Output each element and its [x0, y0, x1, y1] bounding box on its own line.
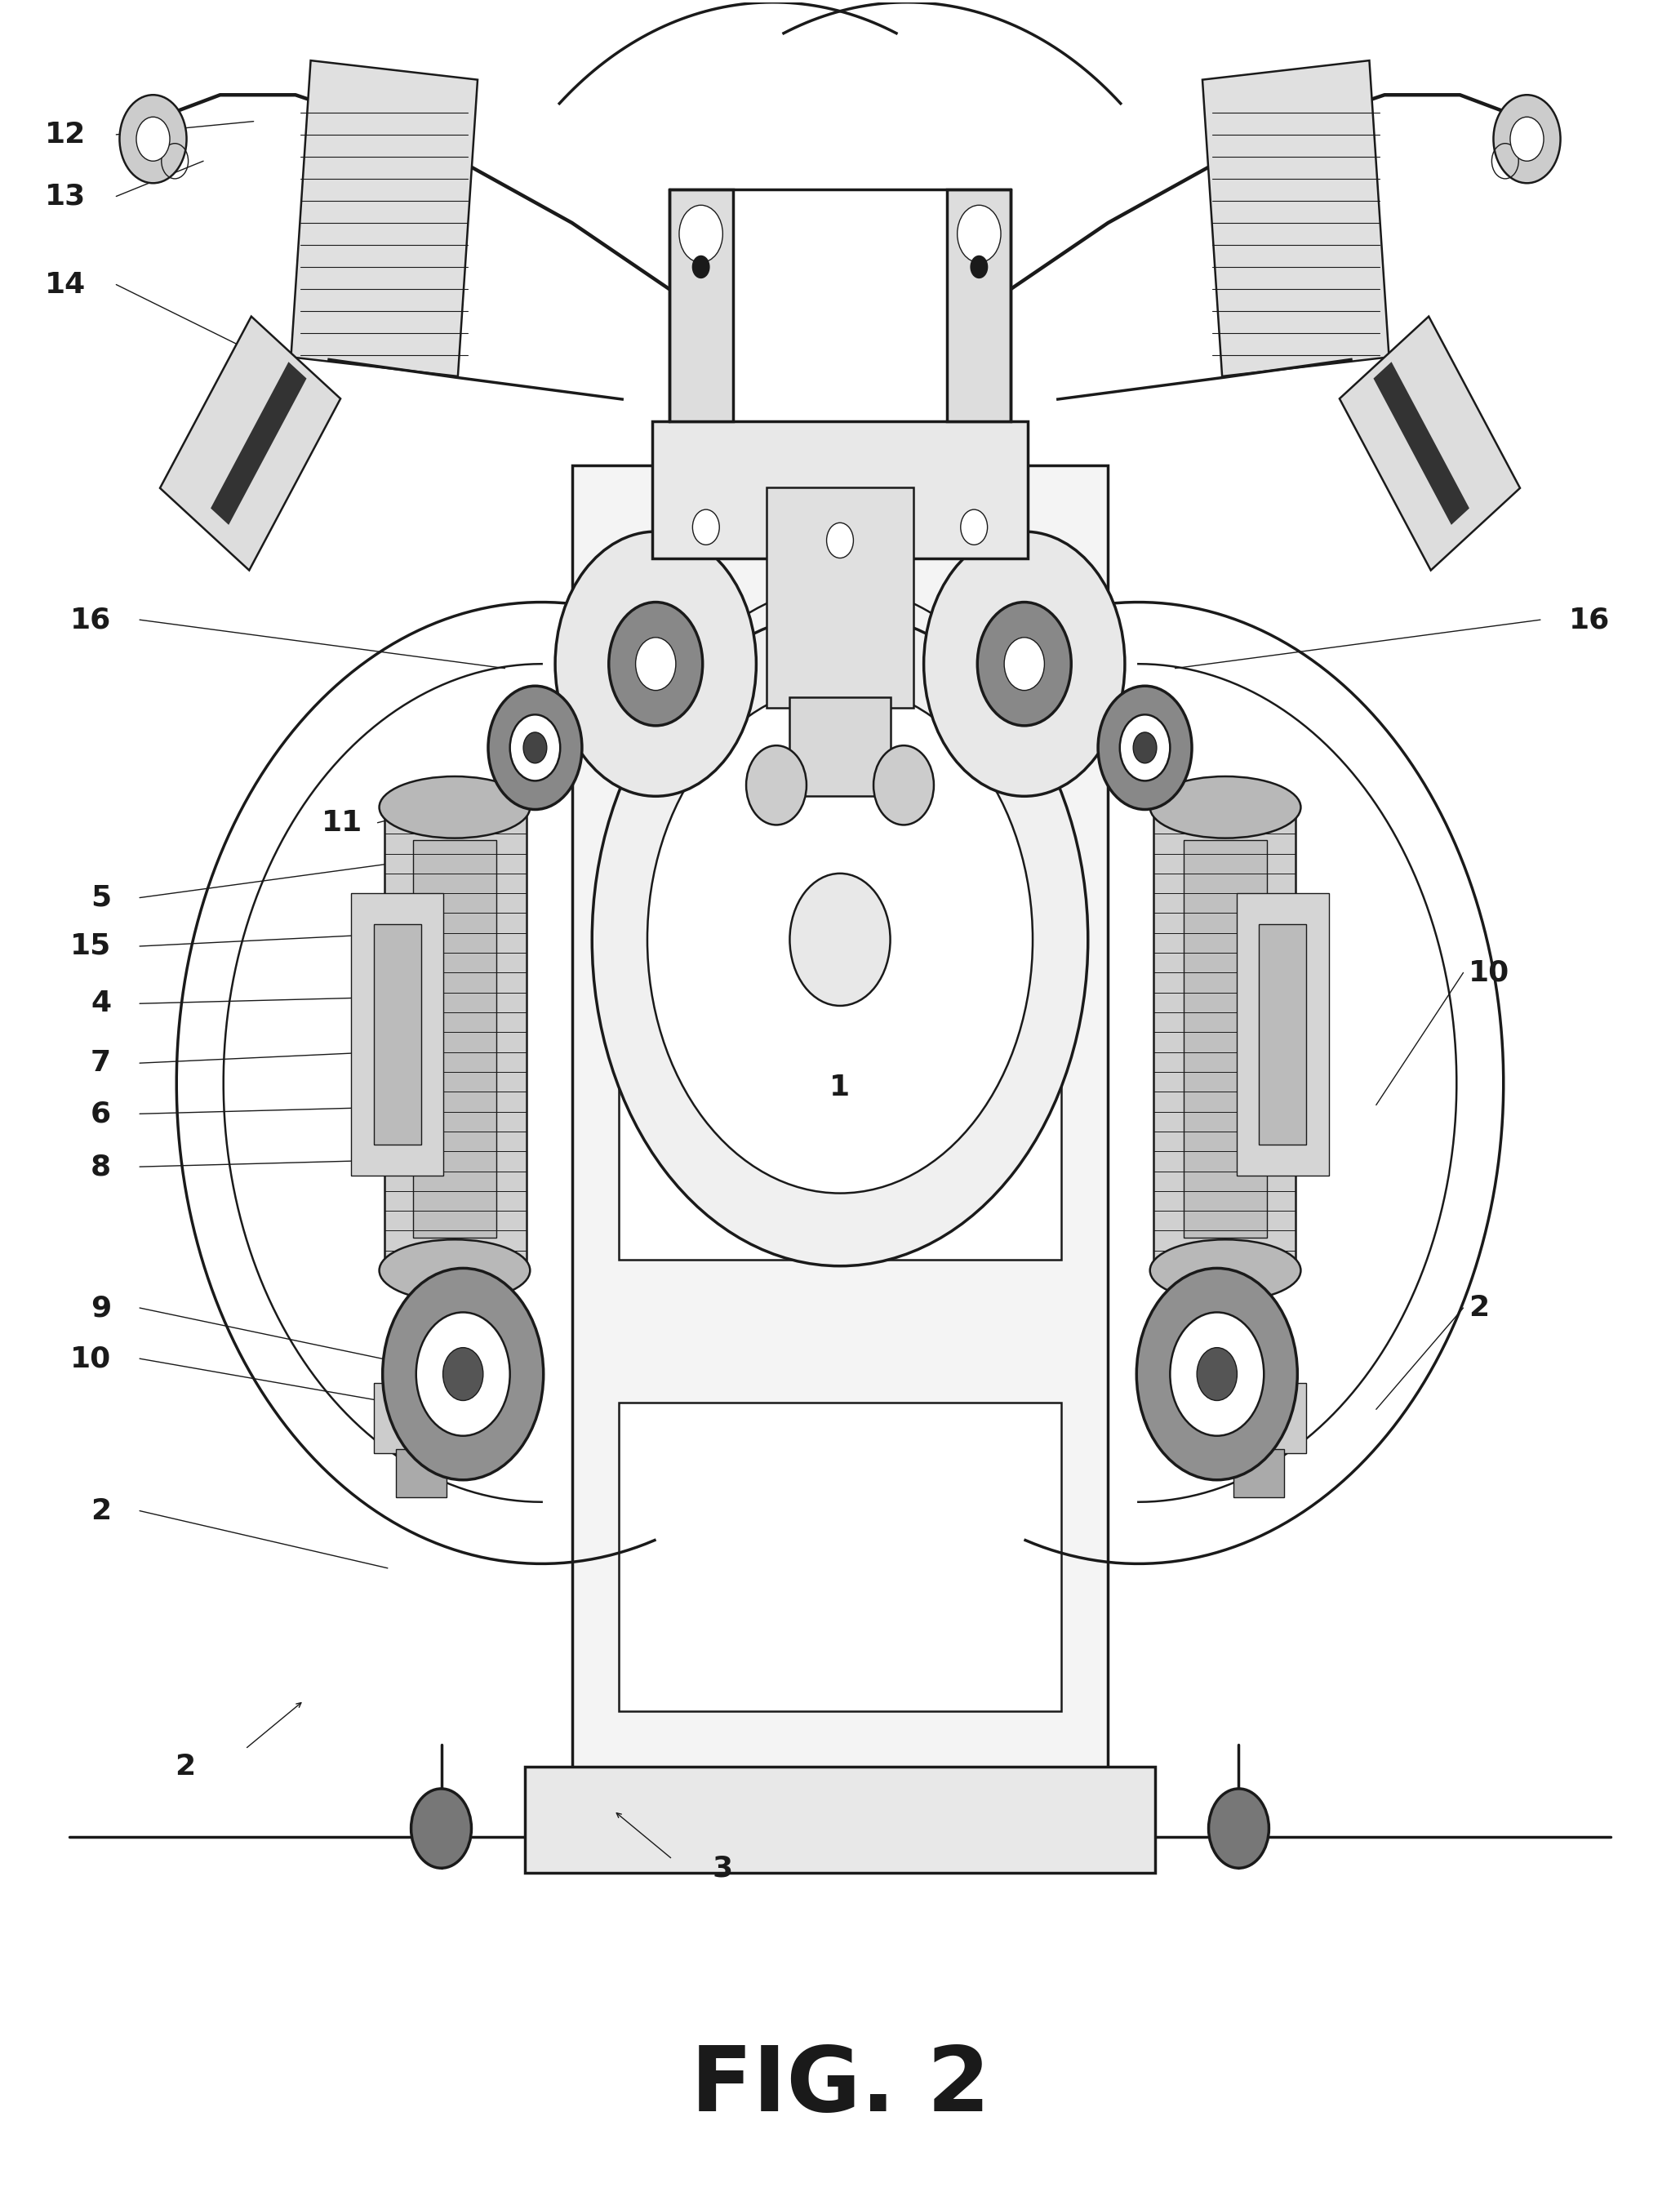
Text: 10: 10 — [71, 1344, 111, 1372]
Ellipse shape — [1151, 1240, 1300, 1302]
Bar — [790, 696, 890, 796]
Text: 2: 2 — [91, 1496, 111, 1525]
Circle shape — [136, 117, 170, 161]
Bar — [375, 924, 422, 1145]
Bar — [1183, 840, 1267, 1238]
Bar — [618, 1403, 1062, 1711]
Circle shape — [1005, 636, 1045, 690]
Text: 13: 13 — [1208, 840, 1250, 869]
Text: 15: 15 — [71, 933, 111, 959]
Circle shape — [971, 256, 988, 278]
Text: 13: 13 — [45, 183, 86, 210]
Polygon shape — [160, 316, 341, 570]
Circle shape — [1196, 1348, 1236, 1401]
Circle shape — [961, 511, 988, 546]
Bar — [1213, 1383, 1305, 1454]
Bar — [1258, 924, 1305, 1145]
Circle shape — [608, 601, 702, 725]
Text: 7: 7 — [91, 1050, 111, 1076]
Bar — [396, 1450, 447, 1498]
Circle shape — [1137, 1269, 1297, 1481]
Circle shape — [554, 533, 756, 796]
Circle shape — [1510, 117, 1544, 161]
Circle shape — [746, 745, 806, 824]
Circle shape — [417, 1313, 511, 1436]
Circle shape — [874, 745, 934, 824]
Bar — [385, 807, 528, 1271]
Circle shape — [489, 685, 581, 809]
Text: 16: 16 — [71, 606, 111, 634]
Circle shape — [692, 511, 719, 546]
Polygon shape — [1203, 60, 1389, 376]
Text: 16: 16 — [1569, 606, 1609, 634]
Bar — [766, 488, 914, 707]
Ellipse shape — [380, 776, 529, 838]
Text: 2: 2 — [175, 1753, 195, 1781]
Text: 2: 2 — [1468, 1295, 1488, 1322]
Ellipse shape — [380, 1240, 529, 1302]
Text: FIG. 2: FIG. 2 — [690, 2042, 990, 2130]
Ellipse shape — [1151, 776, 1300, 838]
Text: 11: 11 — [321, 809, 363, 838]
Circle shape — [119, 95, 186, 183]
Circle shape — [1099, 685, 1191, 809]
Circle shape — [1494, 95, 1561, 183]
Bar — [669, 190, 732, 422]
Circle shape — [524, 732, 546, 762]
Circle shape — [679, 206, 722, 263]
Text: 8: 8 — [91, 1154, 111, 1180]
Text: 3: 3 — [712, 1854, 732, 1883]
Bar — [526, 1766, 1154, 1872]
Bar — [948, 190, 1011, 422]
Bar — [1233, 1450, 1284, 1498]
Circle shape — [1134, 732, 1156, 762]
Circle shape — [635, 636, 675, 690]
Circle shape — [1121, 714, 1169, 780]
Circle shape — [412, 1788, 472, 1867]
Polygon shape — [1374, 362, 1468, 524]
Bar — [351, 893, 444, 1176]
Text: 5: 5 — [91, 884, 111, 911]
Bar — [571, 466, 1109, 1799]
Polygon shape — [1339, 316, 1520, 570]
Text: 6: 6 — [91, 1101, 111, 1127]
Circle shape — [1169, 1313, 1263, 1436]
Bar — [618, 829, 1062, 1260]
Circle shape — [647, 685, 1033, 1193]
Circle shape — [383, 1269, 543, 1481]
Text: 9: 9 — [91, 1295, 111, 1322]
Circle shape — [511, 714, 559, 780]
Circle shape — [958, 206, 1001, 263]
Circle shape — [1208, 1788, 1268, 1867]
Circle shape — [827, 524, 853, 559]
Text: 1: 1 — [830, 1074, 850, 1101]
Circle shape — [924, 533, 1126, 796]
Circle shape — [444, 1348, 484, 1401]
Text: 14: 14 — [45, 270, 86, 298]
Text: 10: 10 — [1468, 959, 1509, 986]
Circle shape — [978, 601, 1072, 725]
Circle shape — [790, 873, 890, 1006]
Bar — [375, 1383, 467, 1454]
Bar — [1152, 807, 1295, 1271]
Circle shape — [692, 256, 709, 278]
Bar — [1236, 893, 1329, 1176]
Polygon shape — [291, 60, 477, 376]
Circle shape — [591, 612, 1089, 1266]
Text: 12: 12 — [45, 122, 86, 148]
Bar — [413, 840, 497, 1238]
Bar — [652, 422, 1028, 559]
Polygon shape — [212, 362, 306, 524]
Text: 4: 4 — [91, 990, 111, 1017]
